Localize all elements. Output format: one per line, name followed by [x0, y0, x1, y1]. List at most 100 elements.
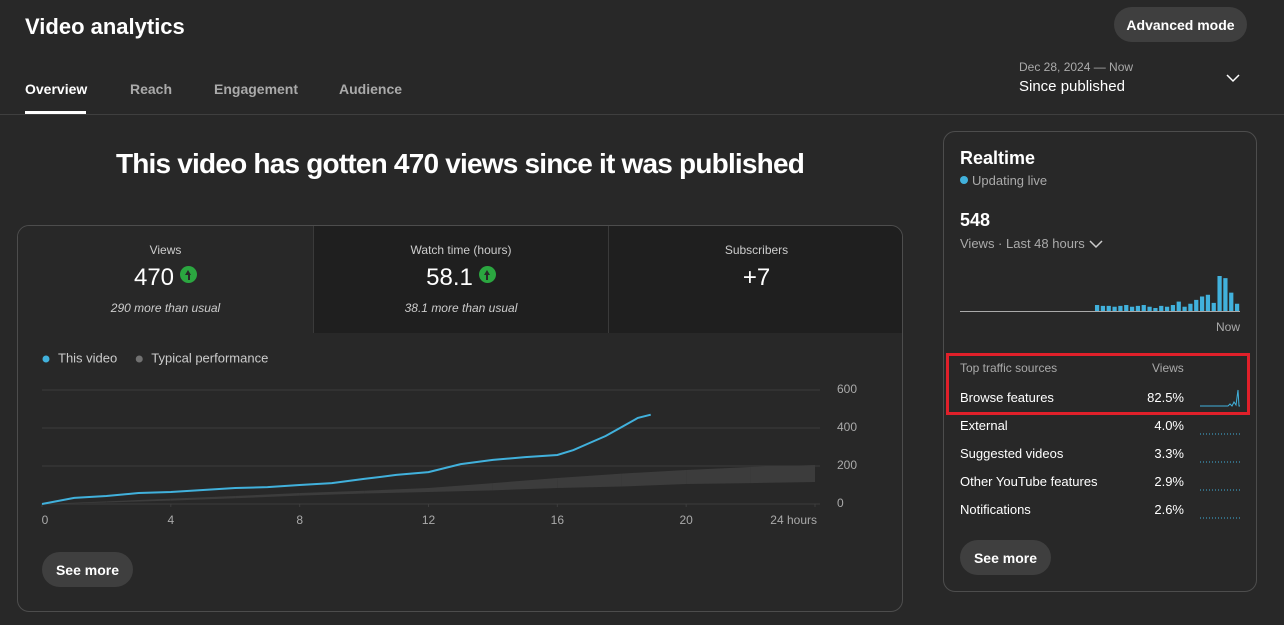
traffic-source: Notifications	[960, 502, 1031, 517]
tab[interactable]: Audience	[339, 81, 403, 97]
traffic-header: Top traffic sources	[960, 361, 1058, 375]
chevron[interactable]	[1089, 239, 1103, 249]
typical-band	[364, 488, 429, 494]
metric-tile[interactable]: Watch time (hours) 58.1 38.1 more than u…	[313, 226, 608, 333]
traffic-share: 2.6%	[1154, 502, 1184, 517]
x-tick-label: 12	[422, 513, 436, 527]
bar	[1124, 305, 1129, 311]
typical-band	[686, 466, 751, 485]
bar	[1229, 292, 1234, 311]
x-tick-label: 24 hours	[770, 513, 817, 527]
y-tick-label: 0	[837, 496, 844, 510]
metric-value: 58.1	[314, 264, 608, 292]
headline: This video has gotten 470 views since it…	[115, 148, 805, 179]
legend-swatch	[42, 355, 50, 363]
line-series	[41, 413, 651, 505]
bar	[1199, 296, 1205, 311]
see-more-button[interactable]: See more	[960, 540, 1051, 575]
realtime-card	[943, 131, 1257, 592]
metric-value-text: +7	[742, 264, 771, 291]
sparkline	[1200, 461, 1240, 463]
date-range: Dec 28, 2024 — Now	[1019, 60, 1134, 74]
advanced-mode-button[interactable]: Advanced mode	[1114, 7, 1247, 42]
typical-band	[621, 469, 687, 487]
tab[interactable]: Overview	[25, 81, 88, 97]
overview-card: Views 470 290 more than usual Watch time…	[17, 225, 903, 612]
bar	[1182, 306, 1187, 311]
legend-label: This video	[58, 350, 117, 365]
legend-label: Typical performance	[151, 350, 268, 365]
bar	[1112, 306, 1117, 311]
typical-band	[106, 498, 171, 503]
bar	[1135, 305, 1141, 311]
typical-band	[428, 483, 493, 493]
sparkline	[1200, 489, 1240, 491]
x-tick-label: 20	[679, 513, 693, 527]
highlight-box	[946, 353, 1250, 415]
see-more-button[interactable]: See more	[42, 552, 133, 587]
metric-tile[interactable]: Views 470 290 more than usual	[18, 226, 313, 333]
traffic-source: Browse features	[960, 390, 1054, 405]
traffic-share: 2.9%	[1154, 474, 1184, 489]
divider	[0, 114, 1284, 115]
bar	[1188, 303, 1193, 311]
bar	[1129, 306, 1135, 311]
metric-value-text: 58.1	[426, 264, 473, 291]
chevron[interactable]	[1226, 73, 1240, 83]
bar	[1159, 305, 1164, 311]
bar	[1170, 305, 1176, 311]
bar	[1153, 308, 1158, 311]
traffic-share: 3.3%	[1154, 446, 1184, 461]
metric-note: 38.1 more than usual	[404, 301, 518, 315]
bar	[1100, 305, 1106, 311]
metric-note: 290 more than usual	[110, 301, 221, 315]
y-tick-label: 600	[837, 382, 857, 396]
sparkline	[1200, 517, 1240, 519]
x-tick-label: 8	[296, 513, 303, 527]
bar	[1223, 278, 1228, 311]
typical-band	[235, 492, 300, 499]
traffic-source: Other YouTube features	[960, 474, 1098, 489]
up-icon	[180, 266, 198, 283]
bar	[1176, 301, 1181, 311]
realtime-status: Updating live	[972, 173, 1048, 188]
x-tick-label: 0	[42, 513, 49, 527]
traffic-source: External	[960, 418, 1008, 433]
typical-band	[750, 465, 815, 484]
metric-value: +7	[609, 264, 902, 292]
traffic-share: 4.0%	[1154, 418, 1184, 433]
x-label: Now	[1216, 320, 1240, 334]
realtime-title: Realtime	[960, 148, 1036, 168]
typical-band	[557, 473, 622, 489]
bar	[1147, 306, 1152, 311]
bar	[1205, 294, 1211, 311]
typical-band	[299, 490, 365, 496]
typical-band	[170, 496, 236, 501]
x-tick-label: 16	[551, 513, 565, 527]
metric-tile[interactable]: Subscribers +7	[608, 226, 902, 333]
bar	[1164, 306, 1170, 311]
traffic-share: 82.5%	[1147, 390, 1184, 405]
typical-band	[42, 501, 107, 504]
bar	[1194, 299, 1199, 311]
sparkline	[1200, 389, 1240, 407]
page-title: Video analytics	[25, 14, 185, 39]
tab[interactable]: Reach	[130, 81, 173, 97]
bar	[1234, 303, 1240, 311]
live-dot	[960, 176, 968, 184]
realtime-metric[interactable]: Views · Last 48 hours	[960, 236, 1085, 251]
period-selector[interactable]: Since published	[1019, 78, 1125, 95]
bar	[1211, 302, 1216, 311]
typical-band	[492, 477, 558, 491]
metric-label: Subscribers	[724, 243, 789, 257]
metric-value: 470	[18, 264, 313, 292]
tab-indicator	[25, 111, 86, 114]
bar	[1118, 305, 1123, 311]
x-tick-label: 4	[167, 513, 174, 527]
bar	[1106, 305, 1111, 311]
traffic-header: Views	[1152, 361, 1184, 375]
tab[interactable]: Engagement	[214, 81, 299, 97]
